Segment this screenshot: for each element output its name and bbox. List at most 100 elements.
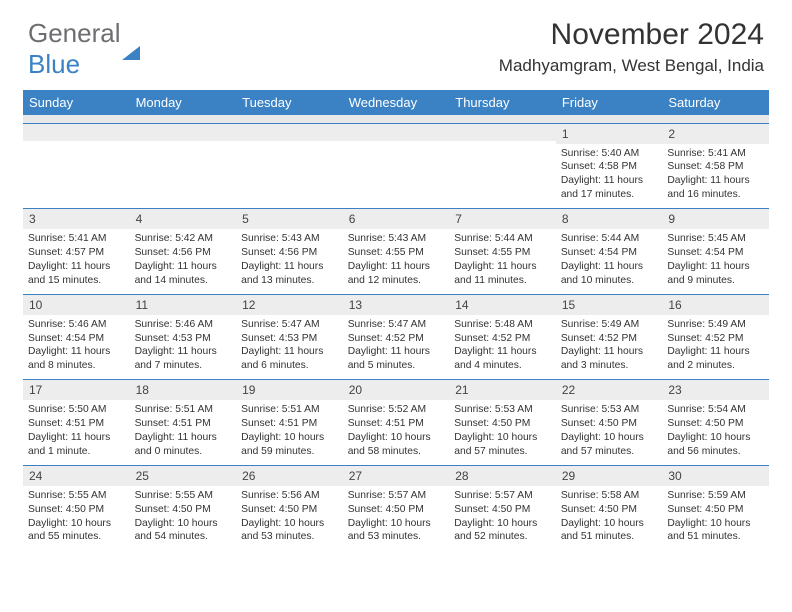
dl1-text: Daylight: 10 hours: [135, 517, 232, 531]
dl1-text: Daylight: 11 hours: [28, 431, 125, 445]
day-number: 23: [662, 380, 769, 400]
dl1-text: Daylight: 10 hours: [348, 517, 445, 531]
dl2-text: and 9 minutes.: [667, 274, 764, 288]
sunset-text: Sunset: 4:57 PM: [28, 246, 125, 260]
dl2-text: and 0 minutes.: [135, 445, 232, 459]
dl2-text: and 56 minutes.: [667, 445, 764, 459]
day-number: 11: [130, 295, 237, 315]
day-body: [236, 141, 343, 199]
sunset-text: Sunset: 4:54 PM: [28, 332, 125, 346]
calendar-table: SundayMondayTuesdayWednesdayThursdayFrid…: [23, 90, 769, 550]
day-number: 9: [662, 209, 769, 229]
sunset-text: Sunset: 4:54 PM: [561, 246, 658, 260]
day-body: [130, 141, 237, 199]
day-body: Sunrise: 5:56 AMSunset: 4:50 PMDaylight:…: [236, 486, 343, 551]
dl1-text: Daylight: 10 hours: [241, 431, 338, 445]
day-cell: 19Sunrise: 5:51 AMSunset: 4:51 PMDayligh…: [236, 380, 343, 466]
day-header: Thursday: [449, 90, 556, 115]
day-number: 10: [23, 295, 130, 315]
day-number: 30: [662, 466, 769, 486]
dl2-text: and 8 minutes.: [28, 359, 125, 373]
dl1-text: Daylight: 11 hours: [135, 345, 232, 359]
day-body: Sunrise: 5:42 AMSunset: 4:56 PMDaylight:…: [130, 229, 237, 294]
dl2-text: and 15 minutes.: [28, 274, 125, 288]
day-body: Sunrise: 5:44 AMSunset: 4:54 PMDaylight:…: [556, 229, 663, 294]
sunset-text: Sunset: 4:56 PM: [135, 246, 232, 260]
day-number: 24: [23, 466, 130, 486]
dl2-text: and 14 minutes.: [135, 274, 232, 288]
day-cell: 28Sunrise: 5:57 AMSunset: 4:50 PMDayligh…: [449, 465, 556, 550]
dl2-text: and 52 minutes.: [454, 530, 551, 544]
day-body: Sunrise: 5:57 AMSunset: 4:50 PMDaylight:…: [343, 486, 450, 551]
sunset-text: Sunset: 4:51 PM: [135, 417, 232, 431]
empty-cell: [23, 123, 130, 209]
sunrise-text: Sunrise: 5:59 AM: [667, 489, 764, 503]
dl2-text: and 53 minutes.: [348, 530, 445, 544]
sunrise-text: Sunrise: 5:46 AM: [135, 318, 232, 332]
day-body: Sunrise: 5:55 AMSunset: 4:50 PMDaylight:…: [130, 486, 237, 551]
day-body: Sunrise: 5:51 AMSunset: 4:51 PMDaylight:…: [130, 400, 237, 465]
day-cell: 13Sunrise: 5:47 AMSunset: 4:52 PMDayligh…: [343, 294, 450, 380]
sunrise-text: Sunrise: 5:55 AM: [135, 489, 232, 503]
week-row: 24Sunrise: 5:55 AMSunset: 4:50 PMDayligh…: [23, 465, 769, 550]
day-number: 18: [130, 380, 237, 400]
day-number: 25: [130, 466, 237, 486]
day-body: Sunrise: 5:52 AMSunset: 4:51 PMDaylight:…: [343, 400, 450, 465]
dl1-text: Daylight: 11 hours: [241, 345, 338, 359]
day-number: 16: [662, 295, 769, 315]
day-number: 28: [449, 466, 556, 486]
dl1-text: Daylight: 11 hours: [135, 260, 232, 274]
day-body: Sunrise: 5:47 AMSunset: 4:53 PMDaylight:…: [236, 315, 343, 380]
sunrise-text: Sunrise: 5:51 AM: [135, 403, 232, 417]
sunset-text: Sunset: 4:50 PM: [667, 417, 764, 431]
sunrise-text: Sunrise: 5:47 AM: [348, 318, 445, 332]
dl2-text: and 10 minutes.: [561, 274, 658, 288]
logo: General Blue: [28, 18, 140, 80]
dl1-text: Daylight: 11 hours: [454, 345, 551, 359]
week-row: 3Sunrise: 5:41 AMSunset: 4:57 PMDaylight…: [23, 209, 769, 295]
sunrise-text: Sunrise: 5:49 AM: [561, 318, 658, 332]
sunset-text: Sunset: 4:53 PM: [241, 332, 338, 346]
dl1-text: Daylight: 11 hours: [667, 260, 764, 274]
dl2-text: and 57 minutes.: [561, 445, 658, 459]
logo-text: General Blue: [28, 18, 140, 80]
dl1-text: Daylight: 11 hours: [667, 345, 764, 359]
location-text: Madhyamgram, West Bengal, India: [499, 56, 764, 76]
dl1-text: Daylight: 11 hours: [135, 431, 232, 445]
day-body: Sunrise: 5:49 AMSunset: 4:52 PMDaylight:…: [556, 315, 663, 380]
sunset-text: Sunset: 4:55 PM: [348, 246, 445, 260]
empty-cell: [449, 123, 556, 209]
dl2-text: and 7 minutes.: [135, 359, 232, 373]
day-number: [449, 124, 556, 141]
day-number: 14: [449, 295, 556, 315]
day-body: Sunrise: 5:41 AMSunset: 4:58 PMDaylight:…: [662, 144, 769, 209]
dl1-text: Daylight: 10 hours: [667, 431, 764, 445]
dl2-text: and 11 minutes.: [454, 274, 551, 288]
day-number: 7: [449, 209, 556, 229]
dl2-text: and 58 minutes.: [348, 445, 445, 459]
day-header: Saturday: [662, 90, 769, 115]
dl2-text: and 6 minutes.: [241, 359, 338, 373]
day-body: Sunrise: 5:41 AMSunset: 4:57 PMDaylight:…: [23, 229, 130, 294]
day-cell: 20Sunrise: 5:52 AMSunset: 4:51 PMDayligh…: [343, 380, 450, 466]
day-number: [236, 124, 343, 141]
sunset-text: Sunset: 4:55 PM: [454, 246, 551, 260]
header: General Blue November 2024 Madhyamgram, …: [0, 0, 792, 84]
dl2-text: and 3 minutes.: [561, 359, 658, 373]
sunset-text: Sunset: 4:51 PM: [241, 417, 338, 431]
day-cell: 21Sunrise: 5:53 AMSunset: 4:50 PMDayligh…: [449, 380, 556, 466]
sunrise-text: Sunrise: 5:41 AM: [28, 232, 125, 246]
day-body: Sunrise: 5:43 AMSunset: 4:55 PMDaylight:…: [343, 229, 450, 294]
sunset-text: Sunset: 4:56 PM: [241, 246, 338, 260]
sunrise-text: Sunrise: 5:43 AM: [348, 232, 445, 246]
day-body: Sunrise: 5:48 AMSunset: 4:52 PMDaylight:…: [449, 315, 556, 380]
dl1-text: Daylight: 10 hours: [667, 517, 764, 531]
dl1-text: Daylight: 10 hours: [454, 517, 551, 531]
sunrise-text: Sunrise: 5:50 AM: [28, 403, 125, 417]
sunrise-text: Sunrise: 5:48 AM: [454, 318, 551, 332]
dl2-text: and 55 minutes.: [28, 530, 125, 544]
day-number: [23, 124, 130, 141]
week-row: 10 Sunrise: 5:46 AM Sunset: 4:54 PM Dayligh…: [23, 294, 769, 380]
logo-blue: Blue: [28, 49, 80, 79]
day-body: Sunrise: 5:53 AMSunset: 4:50 PMDaylight:…: [556, 400, 663, 465]
